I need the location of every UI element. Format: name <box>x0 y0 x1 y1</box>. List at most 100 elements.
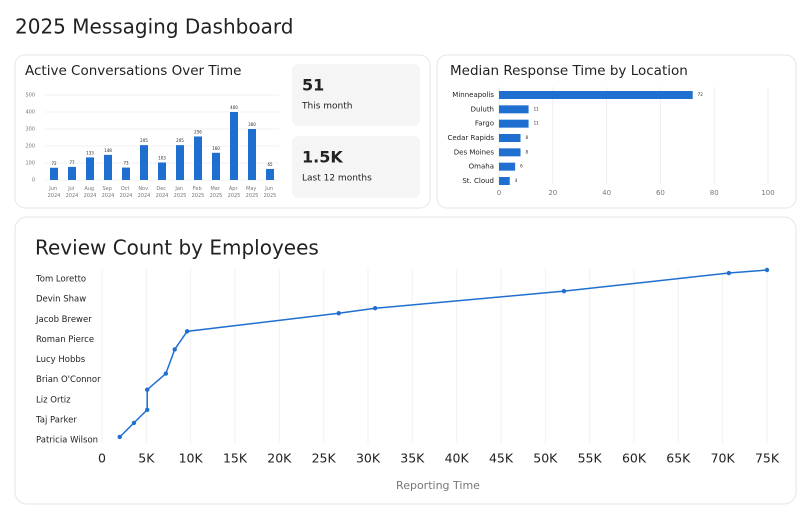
value-label: 65 <box>267 162 273 167</box>
x-axis-label: Reporting Time <box>396 479 480 492</box>
bar <box>68 166 76 180</box>
x-tick-label: 40 <box>602 189 611 197</box>
point <box>145 387 150 392</box>
value-label: 133 <box>86 150 94 155</box>
dashboard-title: 2025 Messaging Dashboard <box>15 15 293 39</box>
y-tick-label: 500 <box>25 93 35 99</box>
x-tick-label: 80 <box>710 189 719 197</box>
x-tick-label: Oct 2024 <box>120 186 133 199</box>
x-tick-label: May 2025 <box>246 186 259 199</box>
x-tick-label: Dec 2024 <box>156 186 169 199</box>
x-tick-label: 55K <box>578 451 603 466</box>
bar <box>266 168 274 180</box>
bar <box>50 167 58 180</box>
x-tick-label: Jul 2024 <box>66 186 79 199</box>
value-label: 77 <box>69 160 75 165</box>
kpi-label: This month <box>301 102 352 112</box>
kpi-value: 51 <box>302 76 324 95</box>
value-label: 160 <box>212 146 220 151</box>
chart-title: Review Count by Employees <box>35 236 319 260</box>
point <box>764 267 770 273</box>
x-tick-label: 10K <box>179 451 204 466</box>
value-label: 73 <box>123 161 129 166</box>
y-tick-label: Cedar Rapids <box>447 134 494 142</box>
x-tick-label: 35K <box>400 451 425 466</box>
y-tick-label: Patricia Wilson <box>36 436 98 446</box>
bar <box>499 105 529 114</box>
value-label: 103 <box>158 155 166 160</box>
y-tick-label: Omaha <box>469 163 494 171</box>
bar <box>158 162 166 180</box>
y-tick-label: Liz Ortiz <box>36 395 71 405</box>
x-tick-label: Apr 2025 <box>228 186 241 199</box>
value-label: 148 <box>104 148 112 153</box>
x-tick-label: 20K <box>267 451 292 466</box>
bar <box>122 167 130 180</box>
bar <box>499 162 516 171</box>
bar <box>140 145 148 180</box>
y-tick-label: 100 <box>25 161 35 167</box>
x-tick-label: 60K <box>622 451 647 466</box>
point <box>131 420 137 426</box>
bar <box>176 145 184 180</box>
bar <box>104 154 112 180</box>
kpi-label: Last 12 months <box>302 174 372 184</box>
point <box>163 371 169 376</box>
x-tick-label: Jan 2025 <box>174 186 187 199</box>
value-label: 8 <box>526 135 529 140</box>
y-tick-label: Fargo <box>475 120 494 128</box>
bar <box>194 136 202 180</box>
x-tick-label: 20 <box>548 189 557 197</box>
x-tick-label: Nov 2024 <box>138 186 151 199</box>
value-label: 72 <box>51 161 57 166</box>
bar <box>248 129 256 180</box>
kpi-value: 1.5K <box>302 148 343 167</box>
bar <box>499 148 521 157</box>
x-tick-label: 50K <box>533 451 558 466</box>
line <box>119 269 768 438</box>
y-tick-label: Duluth <box>471 105 494 113</box>
x-tick-label: 65K <box>666 451 691 466</box>
x-tick-label: 45K <box>489 451 514 466</box>
point <box>117 434 122 440</box>
y-tick-label: Roman Pierce <box>36 335 94 345</box>
bar <box>86 157 94 180</box>
x-tick-label: 30K <box>356 451 381 466</box>
x-tick-label: 15K <box>223 451 248 466</box>
x-tick-label: 60 <box>656 189 665 197</box>
chart-title: Median Response Time by Location <box>450 63 688 79</box>
x-tick-label: 0 <box>497 189 501 197</box>
bar <box>230 112 238 180</box>
value-label: 8 <box>526 149 529 154</box>
value-label: 400 <box>230 105 238 110</box>
x-tick-label: 25K <box>312 451 337 466</box>
y-tick-label: Lucy Hobbs <box>36 355 86 365</box>
bar <box>499 91 693 99</box>
x-tick-label: 100 <box>761 189 774 197</box>
card <box>14 216 797 505</box>
y-tick-label: Minneapolis <box>452 91 494 99</box>
bar <box>499 177 510 185</box>
y-tick-label: Tom Loretto <box>35 275 86 285</box>
x-tick-label: Feb 2025 <box>192 186 205 199</box>
y-tick-label: 0 <box>32 178 35 184</box>
value-label: 205 <box>176 138 184 143</box>
y-tick-label: Brian O'Connor <box>36 375 101 385</box>
kpi-card <box>292 64 420 126</box>
value-label: 11 <box>534 106 540 111</box>
point <box>372 306 378 311</box>
y-tick-label: St. Cloud <box>462 177 494 185</box>
y-tick-label: 200 <box>25 144 35 150</box>
x-tick-label: 70K <box>711 451 736 466</box>
x-tick-label: Mar 2025 <box>210 186 223 199</box>
value-label: 11 <box>534 121 540 126</box>
y-tick-label: 400 <box>25 110 35 116</box>
value-label: 256 <box>194 129 202 134</box>
point <box>184 329 190 334</box>
value-label: 6 <box>520 164 523 169</box>
point <box>726 270 732 276</box>
point <box>172 347 177 352</box>
y-tick-label: Des Moines <box>454 148 495 156</box>
